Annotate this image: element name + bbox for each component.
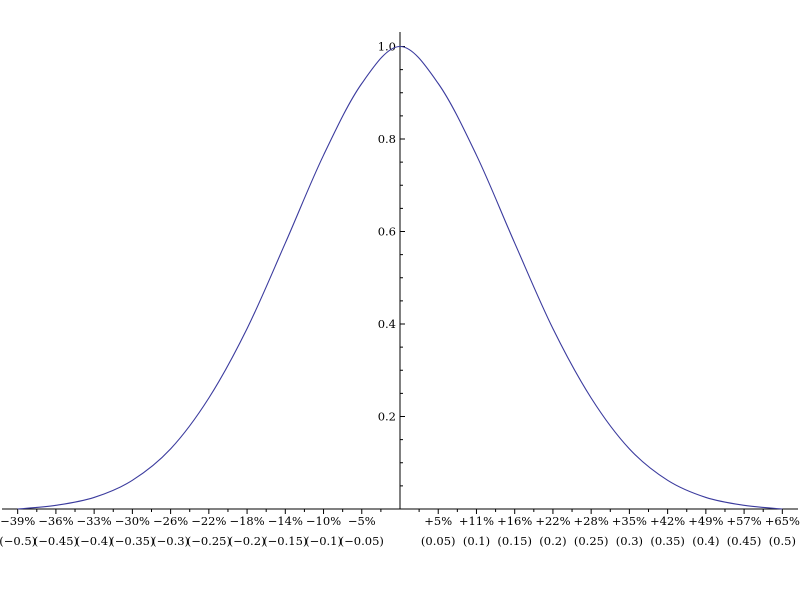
- x-tick-label-percent: −18%: [229, 514, 264, 528]
- y-axis-ticks: 0.2 0.4 0.6 0.8 1.0: [378, 40, 405, 487]
- x-tick-label-value: (−0.2): [229, 534, 266, 548]
- x-tick-label-value: (0.45): [727, 534, 762, 548]
- x-tick-label-percent: +35%: [612, 514, 647, 528]
- x-tick-label-percent: +65%: [765, 514, 800, 528]
- x-tick-label-value: (0.2): [539, 534, 566, 548]
- x-tick-label-percent: +22%: [535, 514, 570, 528]
- x-tick-label-value: (0.15): [497, 534, 532, 548]
- x-tick-label-value: (0.25): [574, 534, 609, 548]
- axes: [2, 32, 798, 510]
- density-curve: [17, 45, 783, 510]
- x-tick-label-percent: −33%: [77, 514, 112, 528]
- x-tick-label-value: (0.1): [463, 534, 490, 548]
- x-tick-label-value: (−0.3): [152, 534, 189, 548]
- x-tick-label-value: (−0.15): [263, 534, 307, 548]
- x-tick-label-percent: +57%: [726, 514, 761, 528]
- x-tick-label-value: (0.05): [421, 534, 456, 548]
- x-tick-label-percent: −22%: [191, 514, 226, 528]
- x-axis-ticks: −39%(−0.5)−36%(−0.45)−33%(−0.4)−30%(−0.3…: [0, 509, 800, 548]
- x-tick-label-value: (0.4): [692, 534, 719, 548]
- x-tick-label-percent: −26%: [153, 514, 188, 528]
- x-tick-label-value: (−0.25): [187, 534, 231, 548]
- x-tick-label-percent: +11%: [459, 514, 494, 528]
- x-tick-label-percent: +5%: [424, 514, 452, 528]
- x-tick-label-value: (−0.4): [76, 534, 113, 548]
- y-tick-label: 0.2: [378, 410, 396, 424]
- x-tick-label-value: (−0.1): [305, 534, 342, 548]
- x-tick-label-value: (0.5): [769, 534, 796, 548]
- x-tick-label-percent: −10%: [306, 514, 341, 528]
- x-tick-label-percent: +28%: [574, 514, 609, 528]
- x-tick-label-value: (−0.5): [0, 534, 36, 548]
- x-tick-label-value: (0.3): [616, 534, 643, 548]
- x-tick-label-percent: −36%: [38, 514, 73, 528]
- x-tick-label-percent: −30%: [115, 514, 150, 528]
- y-tick-label: 0.8: [378, 132, 396, 146]
- x-tick-label-percent: −14%: [268, 514, 303, 528]
- y-tick-label: 0.6: [378, 225, 396, 239]
- x-tick-label-value: (−0.35): [110, 534, 154, 548]
- y-tick-label: 0.4: [378, 317, 396, 331]
- x-tick-label-value: (0.35): [650, 534, 685, 548]
- x-tick-label-percent: +16%: [497, 514, 532, 528]
- x-tick-label-percent: −5%: [348, 514, 376, 528]
- x-tick-label-value: (−0.05): [340, 534, 384, 548]
- x-tick-label-percent: +42%: [650, 514, 685, 528]
- x-tick-label-value: (−0.45): [34, 534, 78, 548]
- x-tick-label-percent: −39%: [0, 514, 35, 528]
- y-tick-label: 1.0: [378, 40, 396, 54]
- x-tick-label-percent: +49%: [688, 514, 723, 528]
